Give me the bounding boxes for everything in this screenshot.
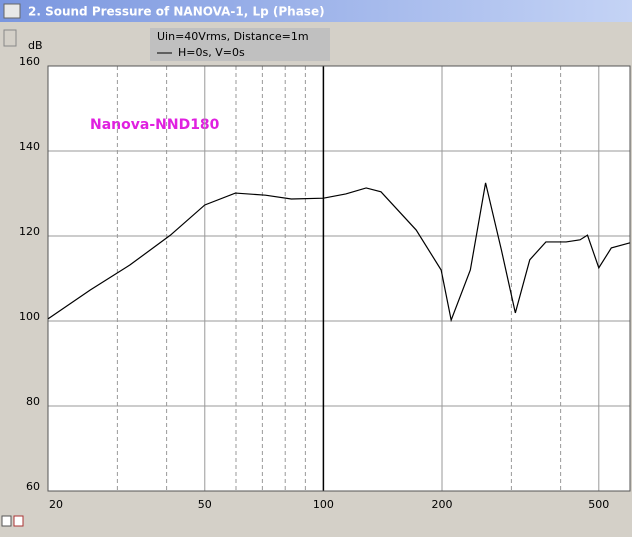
y-axis-label: dB [28, 39, 43, 52]
x-tick-label: 100 [313, 498, 334, 511]
window-title: 2. Sound Pressure of NANOVA-1, Lp (Phase… [28, 5, 325, 19]
x-tick-label: 50 [198, 498, 212, 511]
title-bar [0, 0, 632, 22]
legend-box [150, 28, 330, 61]
annotation: Nanova-NND180 [90, 117, 220, 133]
legend-line-1: Uin=40Vrms, Distance=1m [157, 30, 309, 43]
data-line [47, 182, 631, 323]
x-tick-label: 500 [588, 498, 609, 511]
window-icon [3, 3, 21, 19]
y-tick-label: 100 [19, 310, 40, 323]
y-tick-label: 160 [19, 55, 40, 68]
legend-line-2: H=0s, V=0s [178, 46, 245, 59]
toolbar-icon[interactable] [13, 515, 24, 527]
y-tick-label: 120 [19, 225, 40, 238]
y-tick-label: 140 [19, 140, 40, 153]
y-tick-label: 80 [26, 395, 40, 408]
plot-area [48, 66, 630, 491]
toolbar-icon[interactable] [1, 515, 12, 527]
plot-frame [47, 65, 631, 492]
scroll-button[interactable] [3, 29, 17, 47]
x-tick-label: 20 [49, 498, 63, 511]
plot: 60 80 100 120 140 160 20 50 100 200 500 [19, 55, 631, 511]
x-tick-label: 200 [432, 498, 453, 511]
y-tick-label: 60 [26, 480, 40, 493]
